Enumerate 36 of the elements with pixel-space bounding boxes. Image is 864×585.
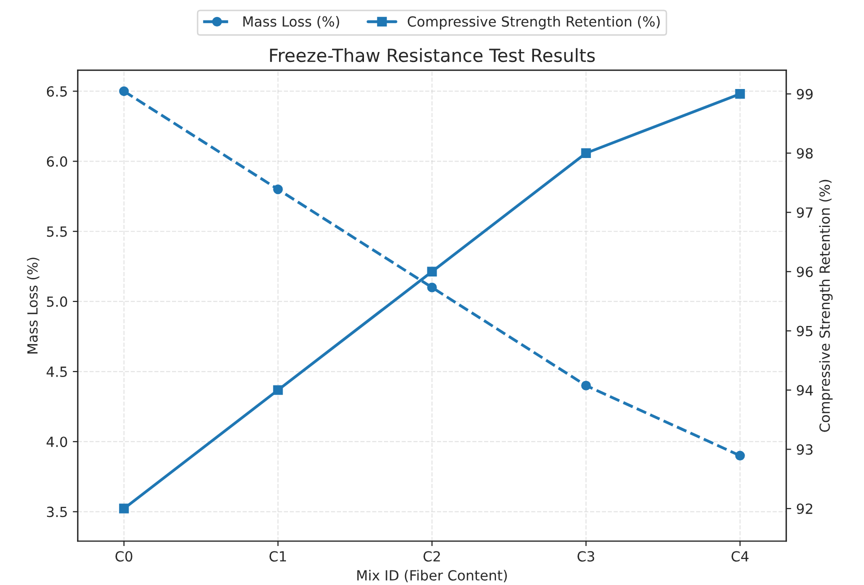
x-tick-label: C4: [732, 551, 749, 562]
y-axis-title: Mass Loss (%): [26, 258, 40, 354]
y-tick-label: 6.0: [46, 156, 68, 167]
point: [273, 184, 283, 194]
x-tick-label: C3: [578, 551, 594, 562]
x-axis-title: Mix ID (Fiber Content): [357, 570, 507, 582]
y2-tick-label: 99: [796, 88, 813, 100]
y-tick-label: 5.0: [47, 296, 68, 307]
y2-tick-label: 96: [796, 266, 813, 278]
y-tick-label: 3.5: [47, 506, 67, 518]
y2-tick-label: 95: [796, 326, 812, 336]
y2-tick-label: 97: [796, 207, 812, 218]
point: [273, 385, 283, 395]
point: [427, 266, 437, 276]
y2-tick-label: 94: [796, 385, 813, 396]
y2-tick-label: 92: [796, 504, 812, 514]
y-tick-label: 4.0: [46, 436, 68, 448]
point: [581, 148, 591, 158]
y-tick-label: 6.5: [46, 86, 67, 97]
x-tick-label: C2: [424, 551, 440, 562]
x-tick-label: C0: [115, 551, 132, 562]
point: [119, 86, 129, 96]
legend-label: Mass Loss (%): [243, 16, 340, 28]
y2-tick-label: 93: [796, 444, 813, 455]
chart-title: Freeze-Thaw Resistance Test Results: [270, 48, 595, 62]
point: [735, 450, 745, 460]
point: [735, 89, 745, 99]
point: [119, 504, 129, 514]
y2-tick-label: 98: [796, 148, 813, 159]
x-tick-label: C1: [269, 551, 286, 562]
point: [581, 380, 591, 390]
point: [427, 282, 437, 292]
y-tick-label: 4.5: [46, 366, 67, 378]
y-tick-label: 5.5: [47, 226, 67, 237]
y2-axis-title: Compressive Strength Retention (%): [819, 180, 833, 432]
legend-label: Compressive Strength Retention (%): [408, 16, 660, 30]
